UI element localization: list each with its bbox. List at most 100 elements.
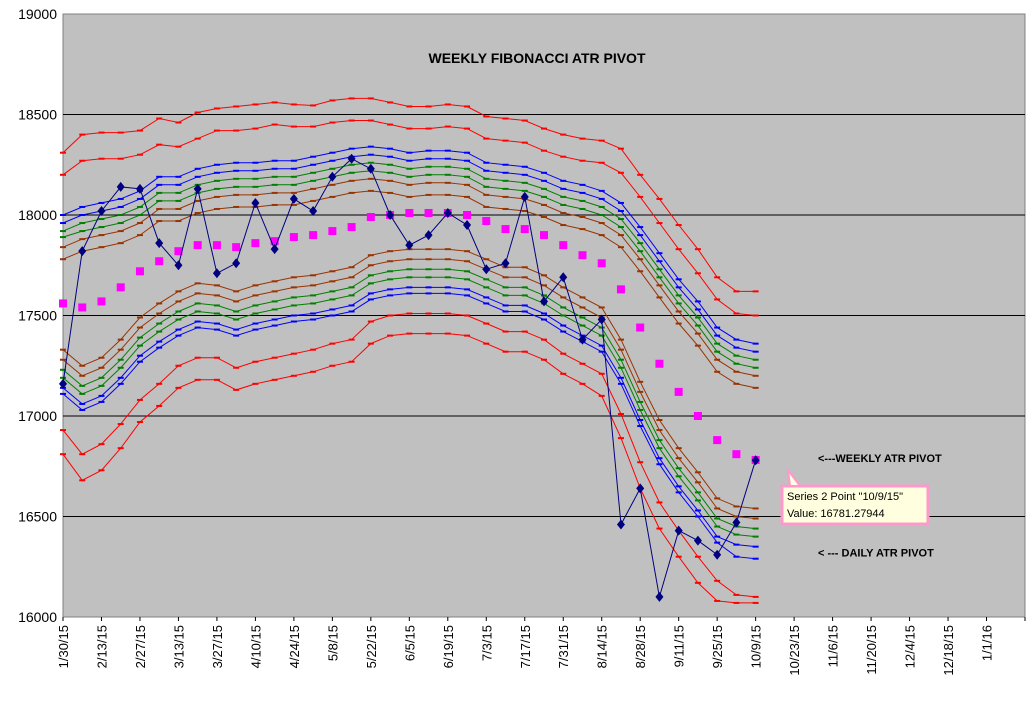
x-tick-label: 9/11/15: [672, 625, 687, 667]
pivot-point: [78, 303, 87, 312]
x-tick-label: 8/14/15: [595, 625, 610, 668]
price-point: [597, 314, 606, 325]
series-band-13: [60, 286, 759, 548]
price-point: [443, 207, 452, 218]
annotations: <---WEEKLY ATR PIVOT < --- DAILY ATR PIVO…: [818, 453, 942, 559]
series-band-2: [60, 145, 759, 345]
x-tick-label: 1/1/16: [980, 625, 995, 661]
price-point: [424, 230, 433, 241]
price-point: [347, 153, 356, 164]
price-point: [212, 268, 221, 279]
series-band-11: [60, 268, 759, 530]
pivot-point: [232, 243, 241, 252]
x-tick-label: 2/27/15: [133, 625, 148, 668]
series-band-4: [60, 161, 759, 361]
price-point: [232, 258, 241, 269]
pivot-point: [732, 450, 741, 459]
x-tick-label: 2/13/15: [94, 625, 109, 668]
price-point: [78, 246, 87, 257]
series-band-15: [60, 312, 759, 598]
pivot-point: [309, 231, 318, 240]
price-point: [328, 171, 337, 182]
annotation-label: < --- DAILY ATR PIVOT: [818, 548, 934, 560]
price-point: [674, 525, 683, 536]
price-point: [751, 455, 760, 466]
price-point: [251, 197, 260, 208]
price-point: [693, 535, 702, 546]
pivot-point: [616, 285, 625, 294]
pivot-point: [135, 267, 144, 276]
x-tick-label: 12/4/15: [903, 625, 918, 668]
price-point: [135, 183, 144, 194]
price-point: [482, 264, 491, 275]
x-tick-label: 3/27/15: [210, 625, 225, 668]
price-point: [636, 483, 645, 494]
price-point: [559, 272, 568, 283]
pivot-point: [463, 211, 472, 219]
pivot-point: [347, 223, 356, 232]
series-band-3: [60, 153, 759, 353]
pivot-point: [212, 241, 221, 250]
pivot-point: [520, 225, 529, 234]
pivot-point: [713, 436, 722, 445]
tooltip-line-2: Value: 16781.27944: [787, 508, 885, 520]
price-point: [463, 220, 472, 231]
pivot-point: [97, 297, 106, 306]
price-point: [270, 244, 279, 255]
price-point: [289, 193, 298, 204]
pivot-point: [270, 237, 279, 246]
pivot-point: [251, 239, 260, 248]
price-point: [655, 591, 664, 602]
y-tick-label: 17500: [18, 308, 57, 324]
pivot-point: [116, 283, 125, 292]
x-tick-label: 8/28/15: [633, 625, 648, 668]
series-band-5: [60, 169, 759, 369]
pivot-point: [366, 213, 375, 222]
x-axis: 1/30/15 2/13/15 2/27/15 3/13/15 3/27/15 4/10/…: [56, 617, 1026, 676]
x-tick-label: 3/13/15: [171, 625, 186, 668]
pivot-point: [59, 299, 67, 308]
series-band-6: [60, 177, 759, 377]
price-point: [116, 181, 125, 192]
pivot-point: [174, 247, 183, 256]
pivot-point: [289, 233, 298, 242]
price-point: [309, 205, 318, 216]
price-point: [732, 517, 741, 528]
pivot-point: [482, 217, 491, 226]
x-tick-label: 11/20/15: [864, 625, 879, 675]
pivot-point: [636, 323, 645, 332]
x-tick-label: 9/25/15: [710, 625, 725, 668]
series-band-10: [60, 258, 759, 520]
series-band-12: [60, 276, 759, 538]
y-tick-label: 17000: [18, 408, 57, 424]
price-point: [193, 183, 202, 194]
pivot-point: [559, 241, 568, 250]
tooltip-line-1: Series 2 Point "10/9/15": [787, 491, 903, 503]
x-tick-label: 6/5/15: [402, 625, 417, 661]
price-point: [405, 240, 414, 251]
price-point: [174, 260, 183, 271]
pivot-point: [540, 231, 548, 240]
pivot-point: [578, 251, 587, 260]
y-tick-label: 18500: [18, 107, 57, 123]
pivot-point: [597, 259, 606, 268]
pivot-point: [674, 387, 683, 396]
price-point: [578, 334, 587, 345]
price-point: [616, 519, 625, 530]
price-point: [540, 296, 548, 307]
x-tick-label: 7/31/15: [556, 625, 571, 668]
price-point: [501, 258, 510, 269]
x-tick-label: 10/9/15: [749, 625, 764, 668]
price-point: [713, 549, 722, 560]
x-tick-label: 4/24/15: [287, 625, 302, 668]
x-tick-label: 11/6/15: [826, 625, 841, 667]
y-tick-label: 16000: [18, 609, 57, 625]
x-tick-label: 5/22/15: [364, 625, 379, 668]
price-point: [59, 378, 67, 389]
x-tick-label: 4/10/15: [248, 625, 263, 668]
series-band-14: [60, 292, 759, 560]
pivot-point: [405, 208, 414, 217]
chart-title: WEEKLY FIBONACCI ATR PIVOT: [428, 50, 645, 66]
price-point: [520, 191, 529, 202]
